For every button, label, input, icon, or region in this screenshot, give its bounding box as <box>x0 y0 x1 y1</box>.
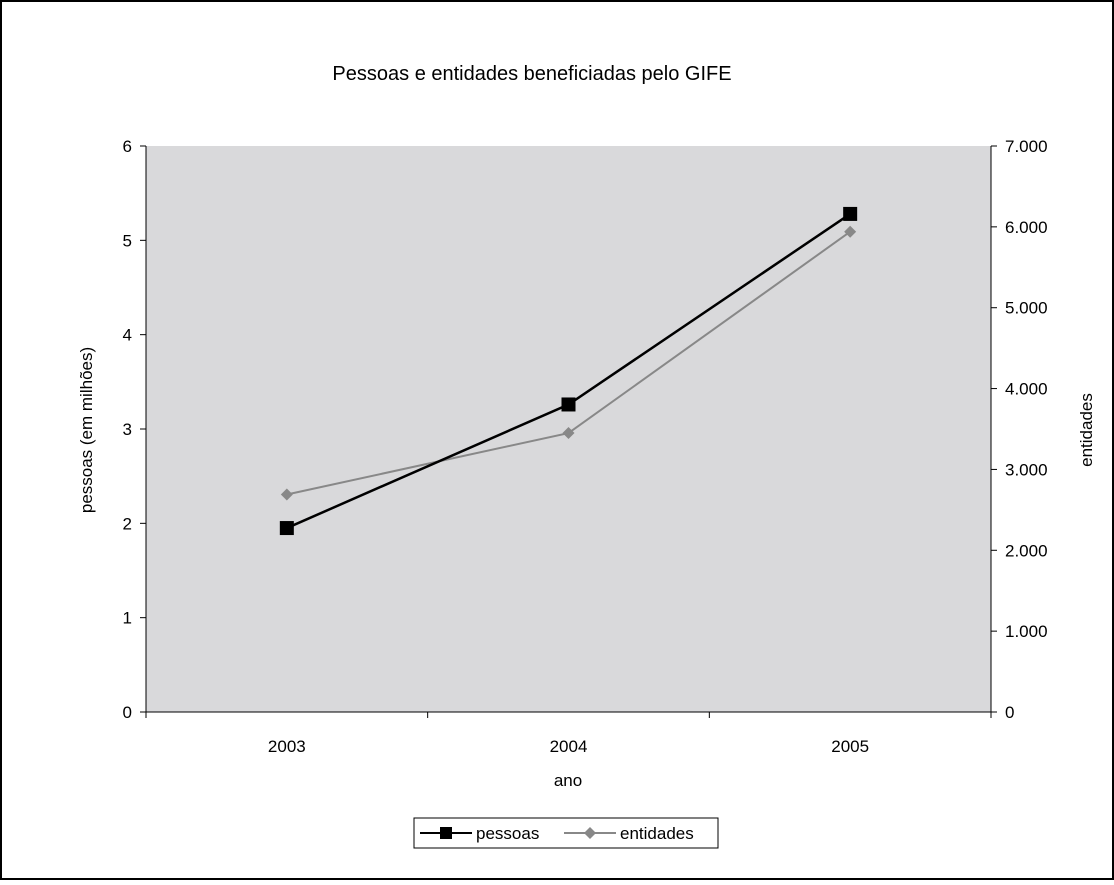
y2-tick-label: 1.000 <box>1005 622 1048 641</box>
x-axis-label: ano <box>554 771 582 790</box>
data-point-pessoas <box>279 521 294 536</box>
y2-tick-label: 0 <box>1005 703 1014 722</box>
y2-tick-label: 6.000 <box>1005 218 1048 237</box>
data-point-entidades <box>562 427 575 440</box>
y2-tick-label: 2.000 <box>1005 541 1048 560</box>
y-tick-label: 4 <box>123 326 132 345</box>
chart-title: Pessoas e entidades beneficiadas pelo GI… <box>332 63 731 85</box>
y-tick-label: 6 <box>123 137 132 156</box>
data-point-entidades <box>280 488 293 501</box>
y2-tick-label: 7.000 <box>1005 137 1048 156</box>
y-tick-label: 0 <box>123 703 132 722</box>
y2-axis-label: entidades <box>1077 393 1096 467</box>
y2-tick-label: 4.000 <box>1005 380 1048 399</box>
legend-marker-pessoas <box>440 827 452 839</box>
y2-tick-label: 5.000 <box>1005 299 1048 318</box>
y-tick-label: 2 <box>123 514 132 533</box>
data-point-entidades <box>844 225 857 238</box>
y-tick-label: 3 <box>123 420 132 439</box>
x-tick-label: 2005 <box>831 737 869 756</box>
data-point-pessoas <box>561 397 576 412</box>
data-point-pessoas <box>843 206 858 221</box>
y-axis-label: pessoas (em milhões) <box>77 347 96 513</box>
legend-label-pessoas: pessoas <box>476 824 539 843</box>
x-tick-label: 2004 <box>550 737 588 756</box>
y-tick-label: 5 <box>123 231 132 250</box>
y2-tick-label: 3.000 <box>1005 460 1048 479</box>
x-tick-label: 2003 <box>268 737 306 756</box>
legend-label-entidades: entidades <box>620 824 694 843</box>
legend: pessoas entidades <box>413 817 719 849</box>
y-tick-label: 1 <box>123 609 132 628</box>
legend-marker-entidades <box>584 827 596 839</box>
